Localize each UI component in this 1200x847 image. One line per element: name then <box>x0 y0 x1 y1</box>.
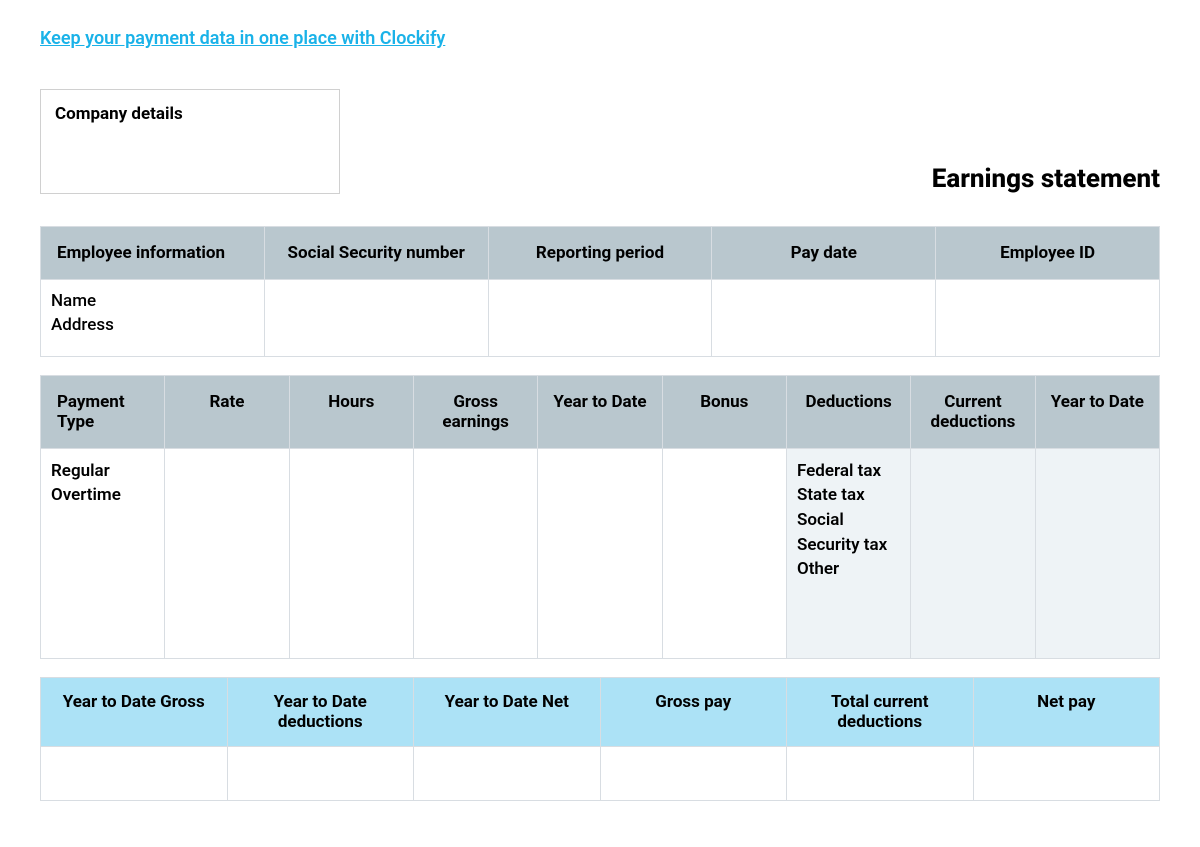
ytd-cell <box>538 448 662 658</box>
table-header-row: Payment Type Rate Hours Gross earnings Y… <box>41 375 1160 448</box>
employee-info-cell: Name Address <box>41 280 265 357</box>
col-ytd-2: Year to Date <box>1035 375 1159 448</box>
summary-table: Year to Date Gross Year to Date deductio… <box>40 677 1160 801</box>
payment-type-cell: Regular Overtime <box>41 448 165 658</box>
col-employee-id: Employee ID <box>936 227 1160 280</box>
table-header-row: Employee information Social Security num… <box>41 227 1160 280</box>
table-row: Name Address <box>41 280 1160 357</box>
col-bonus: Bonus <box>662 375 786 448</box>
hours-cell <box>289 448 413 658</box>
reporting-period-cell <box>488 280 712 357</box>
col-employee-information: Employee information <box>41 227 265 280</box>
employee-info-table: Employee information Social Security num… <box>40 226 1160 357</box>
col-gross-earnings: Gross earnings <box>413 375 537 448</box>
pay-date-cell <box>712 280 936 357</box>
ytd-net-cell <box>414 746 601 800</box>
net-pay-cell <box>973 746 1160 800</box>
col-ytd-net: Year to Date Net <box>414 677 601 746</box>
gross-earnings-cell <box>413 448 537 658</box>
col-hours: Hours <box>289 375 413 448</box>
company-details-box: Company details <box>40 89 340 194</box>
current-deductions-cell <box>911 448 1035 658</box>
header-row: Company details Earnings statement <box>40 89 1160 194</box>
col-ytd-gross: Year to Date Gross <box>41 677 228 746</box>
payments-table: Payment Type Rate Hours Gross earnings Y… <box>40 375 1160 659</box>
col-gross-pay: Gross pay <box>600 677 787 746</box>
col-net-pay: Net pay <box>973 677 1160 746</box>
col-pay-date: Pay date <box>712 227 936 280</box>
col-ssn: Social Security number <box>264 227 488 280</box>
employee-id-cell <box>936 280 1160 357</box>
bonus-cell <box>662 448 786 658</box>
table-header-row: Year to Date Gross Year to Date deductio… <box>41 677 1160 746</box>
ytd-gross-cell <box>41 746 228 800</box>
ytd-deductions-cell <box>227 746 414 800</box>
ytd-2-cell <box>1035 448 1159 658</box>
table-row <box>41 746 1160 800</box>
ssn-cell <box>264 280 488 357</box>
table-row: Regular Overtime Federal tax State tax S… <box>41 448 1160 658</box>
rate-cell <box>165 448 289 658</box>
gross-pay-cell <box>600 746 787 800</box>
col-current-deductions: Current deductions <box>911 375 1035 448</box>
promo-link[interactable]: Keep your payment data in one place with… <box>40 28 445 49</box>
col-rate: Rate <box>165 375 289 448</box>
col-payment-type: Payment Type <box>41 375 165 448</box>
deductions-cell: Federal tax State tax Social Security ta… <box>786 448 910 658</box>
col-deductions: Deductions <box>786 375 910 448</box>
col-ytd-deductions: Year to Date deductions <box>227 677 414 746</box>
page-title: Earnings statement <box>932 164 1160 194</box>
col-ytd: Year to Date <box>538 375 662 448</box>
total-current-deductions-cell <box>787 746 974 800</box>
col-reporting-period: Reporting period <box>488 227 712 280</box>
col-total-current-deductions: Total current deductions <box>787 677 974 746</box>
